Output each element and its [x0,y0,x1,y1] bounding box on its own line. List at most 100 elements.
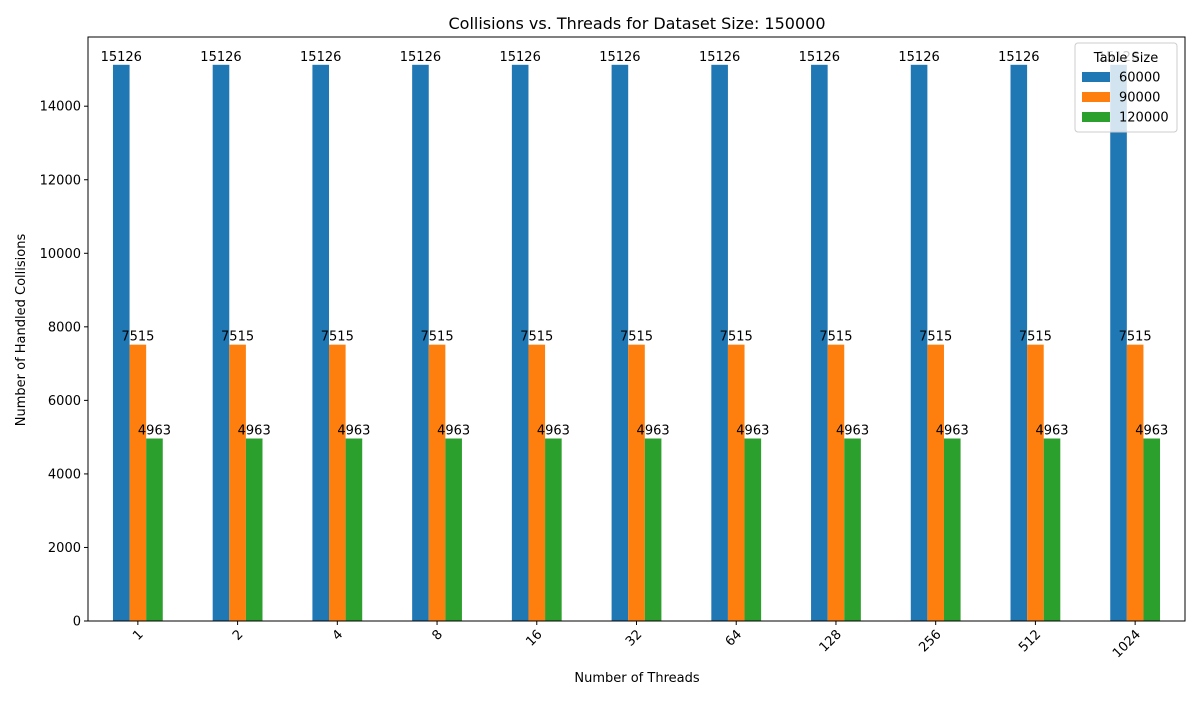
legend-title: Table Size [1093,51,1158,66]
bar-90000-512 [1027,344,1044,621]
y-tick-label-8000: 8000 [48,320,81,335]
bar-60000-8 [412,64,429,622]
data-label-60000-8: 15126 [400,50,441,65]
data-label-90000-32: 7515 [620,330,653,345]
x-tick-label-64: 64 [723,627,745,649]
y-tick-label-4000: 4000 [48,467,81,482]
legend-swatch-90000 [1082,92,1110,102]
bar-60000-1 [112,64,130,622]
data-label-90000-16: 7515 [520,330,553,345]
data-label-120000-1024: 4963 [1135,424,1168,439]
data-label-120000-16: 4963 [537,424,570,439]
data-label-90000-1024: 7515 [1119,330,1152,345]
x-tick-label-32: 32 [623,627,645,649]
data-label-90000-4: 7515 [321,330,354,345]
data-label-90000-8: 7515 [421,330,454,345]
data-label-90000-512: 7515 [1019,330,1052,345]
data-label-60000-128: 15126 [799,50,840,65]
bar-90000-8 [428,344,446,621]
bar-90000-128 [827,344,845,621]
bar-60000-64 [711,64,728,622]
data-label-120000-512: 4963 [1035,424,1068,439]
data-label-60000-16: 15126 [499,50,540,65]
bar-90000-1024 [1126,344,1144,621]
x-axis-label: Number of Threads [574,671,699,686]
data-label-90000-256: 7515 [919,330,952,345]
bar-60000-32 [611,64,629,622]
data-label-60000-32: 15126 [599,50,640,65]
legend-label-90000: 90000 [1119,91,1160,106]
y-tick-label-2000: 2000 [48,541,81,556]
y-tick-label-10000: 10000 [40,247,81,262]
bar-120000-1 [146,438,163,621]
bar-60000-256 [910,64,928,622]
x-tick-label-4: 4 [330,627,346,643]
legend-frame [1074,42,1178,133]
x-tick-label-1: 1 [130,627,146,643]
data-label-60000-64: 15126 [699,50,740,65]
data-label-120000-8: 4963 [437,424,470,439]
bar-90000-32 [628,344,645,621]
legend-label-60000: 60000 [1119,71,1160,86]
bar-120000-2 [245,438,263,621]
x-tick-label-2: 2 [230,627,246,643]
bar-90000-16 [528,344,546,621]
x-tick-label-256: 256 [916,627,944,655]
plot-area: 15126 7515 4963 15126 7515 4963 15126 7515 4963 1… [40,36,1186,661]
bar-60000-4 [312,64,330,622]
bar-120000-512 [1043,438,1061,621]
data-label-60000-2: 15126 [200,50,241,65]
x-tick-label-1024: 1024 [1110,627,1144,661]
data-label-60000-256: 15126 [898,50,939,65]
legend-swatch-60000 [1082,72,1110,82]
x-tick-label-512: 512 [1016,627,1044,655]
legend-items: 60000 90000 120000 [1082,71,1169,126]
x-tick-label-8: 8 [429,627,445,643]
data-label-60000-1: 15126 [101,50,142,65]
data-label-90000-64: 7515 [720,330,753,345]
bar-60000-128 [811,64,828,622]
y-tick-label-6000: 6000 [48,394,81,409]
data-label-120000-64: 4963 [736,424,769,439]
x-tick-label-128: 128 [817,627,845,655]
data-label-60000-512: 15126 [998,50,1039,65]
data-label-90000-2: 7515 [221,330,254,345]
data-label-120000-128: 4963 [836,424,869,439]
legend: Table Size 60000 90000 120000 [1074,42,1178,133]
bar-120000-16 [545,438,562,621]
data-label-120000-4: 4963 [337,424,370,439]
bar-120000-8 [445,438,462,621]
bar-90000-256 [927,344,944,621]
data-label-120000-1: 4963 [138,424,171,439]
bar-120000-4 [345,438,363,621]
y-tick-label-14000: 14000 [40,100,81,115]
bar-120000-1024 [1143,438,1161,621]
bar-90000-64 [727,344,745,621]
bar-120000-256 [943,438,961,621]
data-label-120000-256: 4963 [936,424,969,439]
bar-90000-4 [329,344,346,621]
y-axis-label: Number of Handled Collisions [14,234,29,427]
plot-frame [87,36,1186,622]
data-label-120000-2: 4963 [238,424,271,439]
bar-60000-1024 [1110,64,1127,622]
y-tick-label-12000: 12000 [40,173,81,188]
chart-title: Collisions vs. Threads for Dataset Size:… [449,14,826,33]
bar-60000-512 [1010,64,1028,622]
x-tick-label-16: 16 [523,627,545,649]
bar-60000-16 [511,64,529,622]
bar-90000-1 [129,344,147,621]
data-label-120000-32: 4963 [637,424,670,439]
y-tick-label-0: 0 [73,615,81,630]
bar-60000-2 [212,64,230,622]
bar-90000-2 [229,344,246,621]
legend-swatch-120000 [1082,112,1110,122]
data-label-60000-4: 15126 [300,50,341,65]
bar-120000-128 [844,438,861,621]
data-label-90000-128: 7515 [819,330,852,345]
bar-120000-64 [744,438,762,621]
legend-label-120000: 120000 [1119,111,1169,126]
bar-120000-32 [644,438,662,621]
